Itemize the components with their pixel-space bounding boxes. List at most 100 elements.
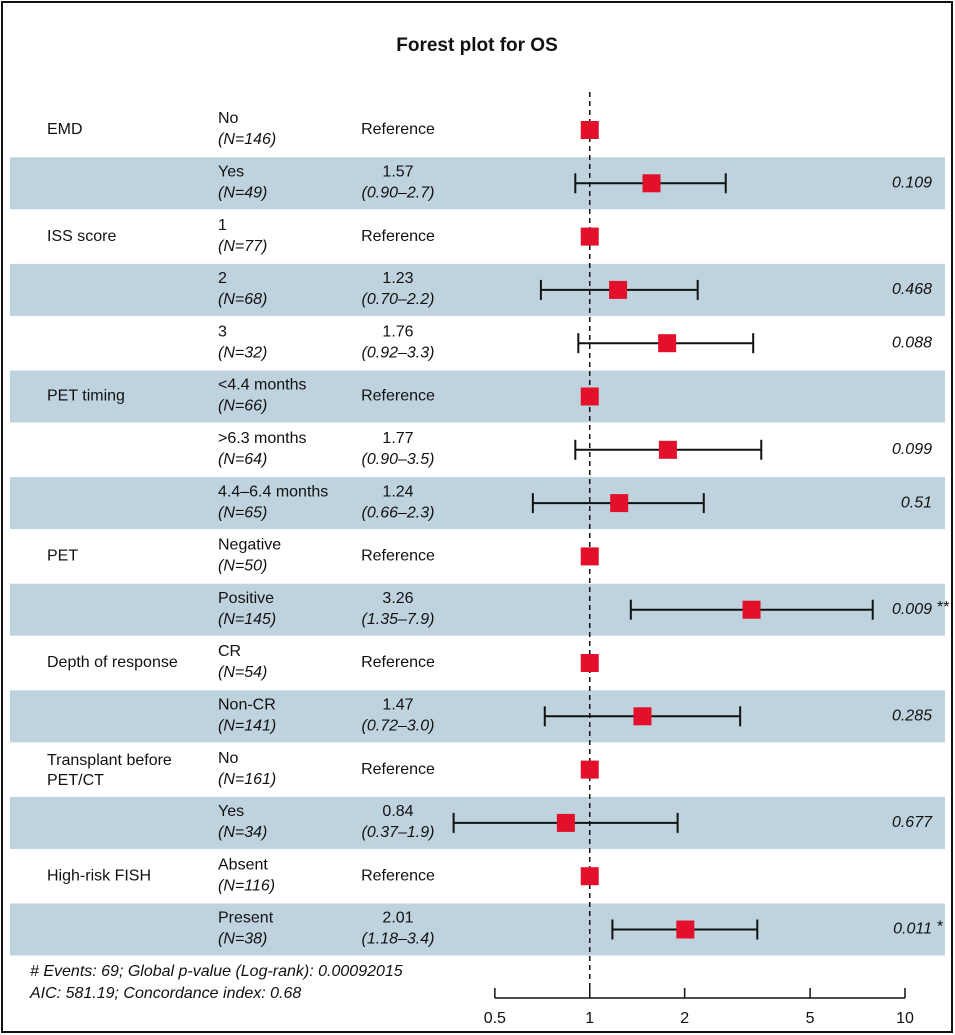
hr-label: 0.84 bbox=[382, 803, 413, 820]
level-label: >6.3 months bbox=[218, 430, 307, 447]
n-label: (N=64) bbox=[218, 451, 267, 468]
hr-label: 2.01 bbox=[382, 910, 413, 927]
p-value: 0.011 bbox=[893, 921, 932, 938]
hr-marker bbox=[633, 707, 652, 726]
x-tick-label: 2 bbox=[680, 1010, 689, 1027]
ci-label: (0.90–3.5) bbox=[362, 451, 435, 468]
level-label: Yes bbox=[218, 164, 244, 181]
row-shade bbox=[10, 903, 945, 956]
ci-label: (0.90–2.7) bbox=[362, 185, 435, 202]
note: AIC: 581.19; Concordance index: 0.68 bbox=[29, 985, 301, 1002]
estimate-label: Reference bbox=[361, 228, 435, 245]
n-label: (N=146) bbox=[218, 131, 276, 148]
ci-label: (1.35–7.9) bbox=[362, 611, 435, 628]
hr-marker bbox=[556, 813, 575, 832]
estimate-label: Reference bbox=[361, 867, 435, 884]
row-shade bbox=[10, 477, 945, 530]
reference-marker bbox=[580, 387, 599, 406]
group-label: Transplant before bbox=[47, 752, 172, 769]
x-tick-label: 1 bbox=[585, 1010, 594, 1027]
hr-marker bbox=[658, 440, 677, 459]
hr-marker bbox=[658, 334, 677, 353]
x-tick-label: 0.5 bbox=[484, 1010, 506, 1027]
n-label: (N=32) bbox=[218, 344, 267, 361]
level-label: No bbox=[218, 110, 239, 127]
ci-label: (0.37–1.9) bbox=[362, 824, 435, 841]
n-label: (N=145) bbox=[218, 611, 276, 628]
hr-label: 1.77 bbox=[382, 430, 413, 447]
n-label: (N=68) bbox=[218, 291, 267, 308]
hr-label: 3.26 bbox=[382, 590, 413, 607]
estimate-label: Reference bbox=[361, 121, 435, 138]
level-label: 1 bbox=[218, 217, 227, 234]
n-label: (N=65) bbox=[218, 504, 267, 521]
x-tick-label: 5 bbox=[806, 1010, 815, 1027]
group-label: High-risk FISH bbox=[47, 867, 151, 884]
n-label: (N=50) bbox=[218, 558, 267, 575]
level-label: Absent bbox=[218, 856, 268, 873]
n-label: (N=66) bbox=[218, 398, 267, 415]
x-tick-label: 10 bbox=[896, 1010, 914, 1027]
level-label: Positive bbox=[218, 590, 274, 607]
hr-label: 1.76 bbox=[382, 323, 413, 340]
hr-marker bbox=[609, 280, 628, 299]
n-label: (N=116) bbox=[218, 877, 275, 894]
group-label: PET bbox=[47, 548, 78, 565]
level-label: <4.4 months bbox=[218, 377, 307, 394]
p-value: 0.099 bbox=[892, 441, 932, 458]
row-shade bbox=[10, 263, 945, 316]
hr-label: 1.57 bbox=[382, 164, 413, 181]
level-label: 3 bbox=[218, 323, 227, 340]
hr-label: 1.23 bbox=[382, 270, 413, 287]
hr-marker bbox=[610, 494, 629, 513]
level-label: No bbox=[218, 750, 239, 767]
reference-marker bbox=[580, 121, 599, 139]
ci-label: (0.70–2.2) bbox=[362, 291, 435, 308]
note: # Events: 69; Global p-value (Log-rank):… bbox=[30, 963, 403, 980]
hr-label: 1.47 bbox=[382, 697, 413, 714]
ci-label: (0.66–2.3) bbox=[362, 504, 435, 521]
level-label: Yes bbox=[218, 803, 244, 820]
level-label: Negative bbox=[218, 537, 281, 554]
significance: ** bbox=[937, 599, 949, 616]
estimate-label: Reference bbox=[361, 548, 435, 565]
reference-marker bbox=[580, 227, 599, 246]
significance: * bbox=[937, 919, 943, 936]
level-label: Present bbox=[218, 910, 274, 927]
reference-marker bbox=[580, 867, 599, 886]
group-label: PET timing bbox=[47, 388, 125, 405]
ci-label: (0.72–3.0) bbox=[362, 718, 435, 735]
p-value: 0.009 bbox=[892, 601, 932, 618]
reference-marker bbox=[580, 760, 599, 779]
level-label: Non-CR bbox=[218, 697, 276, 714]
n-label: (N=34) bbox=[218, 824, 267, 841]
estimate-label: Reference bbox=[361, 388, 435, 405]
p-value: 0.109 bbox=[892, 175, 932, 192]
p-value: 0.088 bbox=[892, 334, 932, 351]
hr-label: 1.24 bbox=[382, 483, 413, 500]
hr-marker bbox=[642, 174, 661, 193]
row-shade bbox=[10, 157, 945, 210]
n-label: (N=77) bbox=[218, 238, 267, 255]
n-label: (N=49) bbox=[218, 185, 267, 202]
hr-marker bbox=[742, 600, 761, 619]
n-label: (N=38) bbox=[218, 931, 267, 948]
row-shade bbox=[10, 690, 945, 743]
level-label: 4.4–6.4 months bbox=[218, 483, 328, 500]
estimate-label: Reference bbox=[361, 654, 435, 671]
reference-marker bbox=[580, 547, 599, 566]
estimate-label: Reference bbox=[361, 761, 435, 778]
row-shade bbox=[10, 370, 945, 423]
n-label: (N=54) bbox=[218, 664, 267, 681]
n-label: (N=161) bbox=[218, 771, 276, 788]
p-value: 0.51 bbox=[901, 494, 932, 511]
chart-title: Forest plot for OS bbox=[396, 35, 558, 56]
p-value: 0.677 bbox=[892, 814, 933, 831]
group-label: Depth of response bbox=[47, 654, 178, 671]
group-label: EMD bbox=[47, 121, 83, 138]
p-value: 0.285 bbox=[892, 708, 932, 725]
n-label: (N=141) bbox=[218, 718, 276, 735]
level-label: 2 bbox=[218, 270, 227, 287]
p-value: 0.468 bbox=[892, 281, 932, 298]
